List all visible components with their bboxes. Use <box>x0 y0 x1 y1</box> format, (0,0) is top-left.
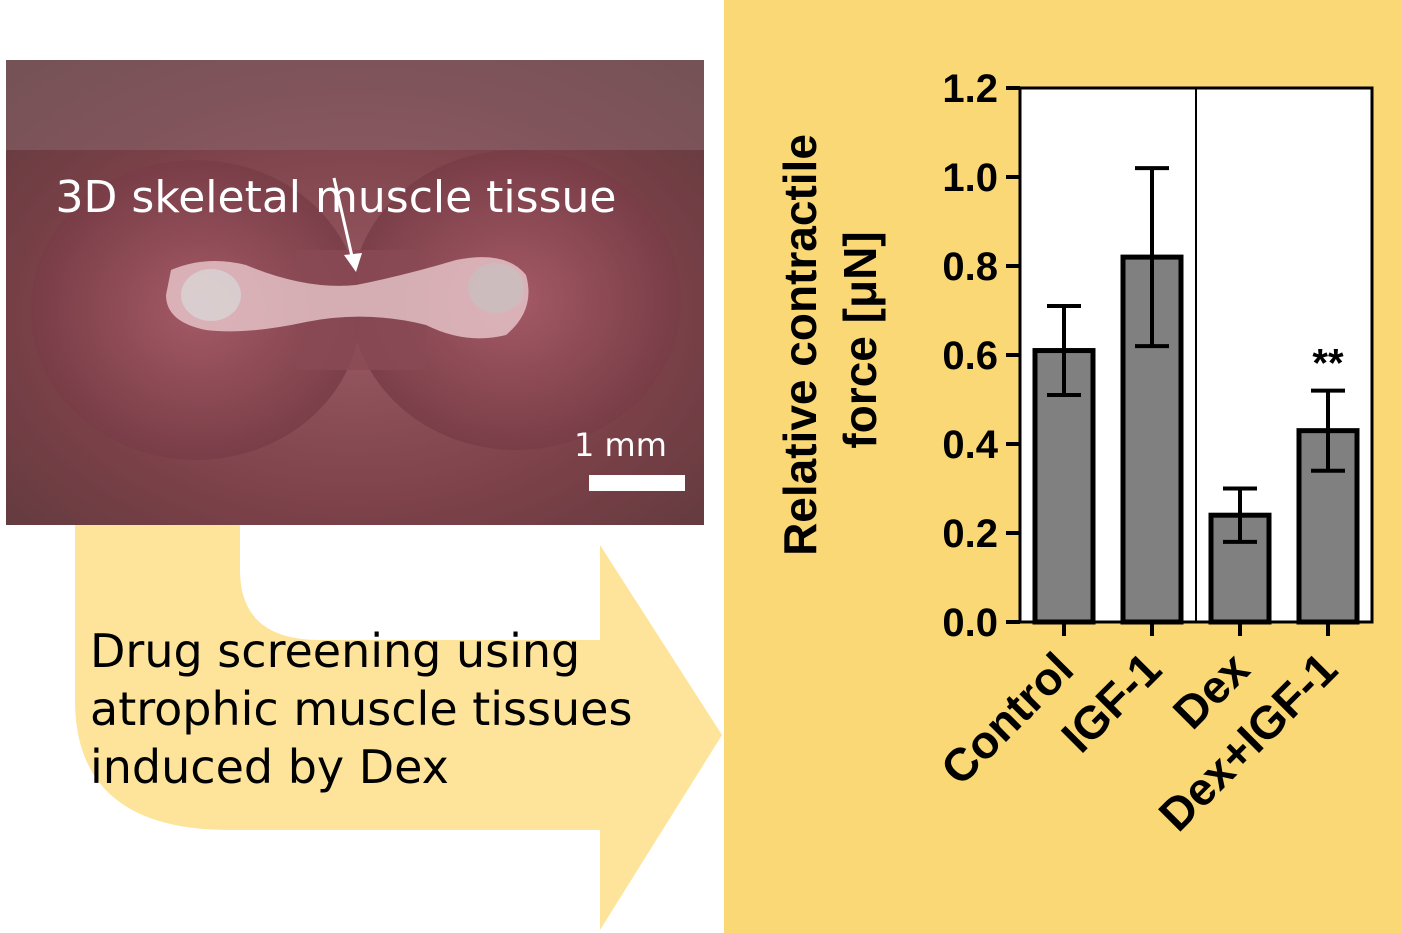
bar-chart: 0.00.20.40.60.81.01.2ControlIGF-1Dex**De… <box>774 67 1374 841</box>
y-tick-label: 1.2 <box>942 67 998 111</box>
scale-bar <box>589 475 685 491</box>
drug-text-line-2: atrophic muscle tissues <box>90 682 633 736</box>
y-tick-label: 0.6 <box>942 334 998 378</box>
y-tick-label: 0.4 <box>942 423 998 467</box>
drug-text-line-1: Drug screening using <box>90 624 581 678</box>
significance-marker: ** <box>1312 342 1344 386</box>
x-category-label: IGF-1 <box>1051 642 1171 762</box>
muscle-tissue-photo: 3D skeletal muscle tissue 1 mm <box>6 60 704 525</box>
y-tick-label: 0.8 <box>942 245 998 289</box>
drug-text-line-3: induced by Dex <box>90 740 449 794</box>
y-tick-label: 1.0 <box>942 156 998 200</box>
flow-arrow <box>75 525 722 930</box>
y-tick-label: 0.2 <box>942 512 998 556</box>
scale-bar-label: 1 mm <box>574 426 667 464</box>
photo-caption: 3D skeletal muscle tissue <box>55 172 617 223</box>
flow-arrow-shape <box>75 525 722 930</box>
y-tick-label: 0.0 <box>942 601 998 645</box>
y-axis-label-line-1: Relative contractile <box>774 134 826 556</box>
y-axis-label-line-2: force [μN] <box>834 231 886 448</box>
plot-area: 0.00.20.40.60.81.01.2ControlIGF-1Dex**De… <box>931 67 1374 841</box>
chart-panel: 0.0 0.2 0.4 0.6 0.8 1.0 1.2 Control IGF-1 Dex ** De… <box>724 0 1402 933</box>
drug-screening-text: Drug screening using atrophic muscle tis… <box>90 622 690 796</box>
muscle-tissue-image <box>6 60 704 525</box>
